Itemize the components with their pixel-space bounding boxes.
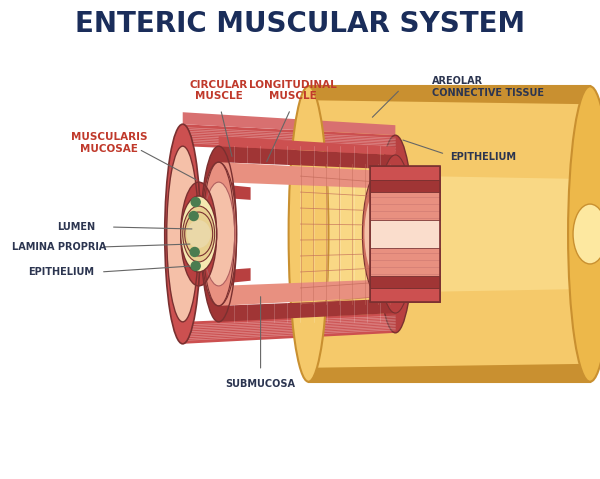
Polygon shape bbox=[183, 124, 395, 155]
Polygon shape bbox=[199, 268, 251, 286]
Ellipse shape bbox=[200, 146, 236, 322]
Text: EPITHELIUM: EPITHELIUM bbox=[28, 267, 94, 277]
Ellipse shape bbox=[573, 204, 600, 264]
Polygon shape bbox=[199, 182, 251, 200]
Text: CIRCULAR
MUSCLE: CIRCULAR MUSCLE bbox=[190, 80, 248, 101]
Ellipse shape bbox=[203, 182, 235, 286]
Polygon shape bbox=[218, 280, 380, 306]
Ellipse shape bbox=[181, 196, 217, 272]
Ellipse shape bbox=[364, 188, 397, 280]
Circle shape bbox=[191, 197, 200, 206]
Ellipse shape bbox=[377, 135, 413, 333]
Ellipse shape bbox=[183, 196, 215, 272]
Ellipse shape bbox=[377, 155, 413, 313]
Polygon shape bbox=[370, 288, 440, 302]
Ellipse shape bbox=[187, 220, 211, 248]
Ellipse shape bbox=[289, 86, 328, 382]
Polygon shape bbox=[183, 112, 395, 135]
Polygon shape bbox=[308, 86, 590, 104]
Text: EPITHELIUM: EPITHELIUM bbox=[450, 152, 516, 162]
Circle shape bbox=[191, 262, 200, 271]
Text: AREOLAR
CONNECTIVE TISSUE: AREOLAR CONNECTIVE TISSUE bbox=[432, 77, 544, 98]
Text: LONGITUDINAL
MUSCLE: LONGITUDINAL MUSCLE bbox=[248, 80, 337, 101]
Polygon shape bbox=[218, 299, 395, 322]
Polygon shape bbox=[218, 146, 395, 169]
Polygon shape bbox=[370, 192, 440, 220]
Circle shape bbox=[189, 212, 198, 220]
Polygon shape bbox=[308, 364, 590, 382]
Ellipse shape bbox=[183, 206, 215, 262]
Ellipse shape bbox=[200, 162, 236, 306]
Ellipse shape bbox=[185, 212, 212, 256]
Ellipse shape bbox=[362, 171, 398, 297]
Polygon shape bbox=[370, 166, 440, 180]
Polygon shape bbox=[183, 313, 395, 344]
Polygon shape bbox=[218, 162, 380, 188]
Polygon shape bbox=[370, 180, 440, 192]
Ellipse shape bbox=[167, 146, 199, 322]
Ellipse shape bbox=[568, 86, 600, 382]
Polygon shape bbox=[218, 136, 395, 155]
Ellipse shape bbox=[203, 162, 235, 306]
Text: SUBMUCOSA: SUBMUCOSA bbox=[226, 379, 296, 389]
Ellipse shape bbox=[379, 169, 412, 299]
Polygon shape bbox=[370, 248, 440, 276]
Polygon shape bbox=[370, 220, 440, 248]
Text: LUMEN: LUMEN bbox=[57, 222, 95, 232]
Text: ENTERIC MUSCULAR SYSTEM: ENTERIC MUSCULAR SYSTEM bbox=[76, 11, 526, 38]
Polygon shape bbox=[308, 86, 590, 382]
Circle shape bbox=[190, 248, 199, 256]
Polygon shape bbox=[308, 174, 590, 294]
Polygon shape bbox=[370, 276, 440, 288]
Text: MUSCULARIS
MUCOSAE: MUSCULARIS MUCOSAE bbox=[71, 132, 147, 154]
Ellipse shape bbox=[165, 124, 200, 344]
Text: LAMINA PROPRIA: LAMINA PROPRIA bbox=[12, 242, 106, 252]
Ellipse shape bbox=[379, 155, 412, 313]
Ellipse shape bbox=[181, 182, 217, 286]
